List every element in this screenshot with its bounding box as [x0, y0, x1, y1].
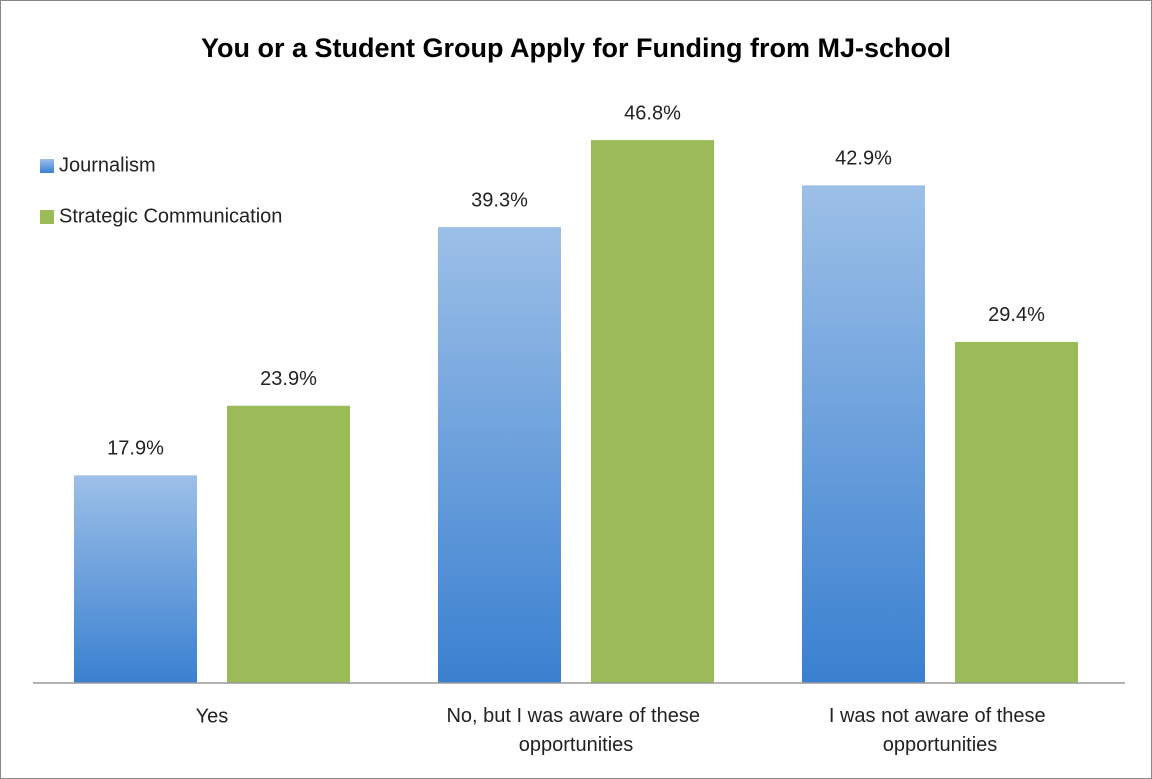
bar [591, 140, 714, 683]
bar [438, 227, 561, 683]
chart-title: You or a Student Group Apply for Funding… [201, 33, 951, 63]
data-label: 29.4% [988, 304, 1045, 326]
bar [227, 405, 350, 683]
data-label: 39.3% [471, 189, 528, 211]
bar [802, 185, 925, 684]
data-label: 46.8% [624, 102, 681, 124]
x-tick-label: No, but I was aware of these opportuniti… [446, 705, 705, 756]
x-tick-label: I was not aware of these opportunities [829, 705, 1051, 756]
legend-swatch [40, 159, 54, 173]
bar [74, 475, 197, 683]
data-label: 17.9% [107, 438, 164, 460]
bar [955, 341, 1078, 683]
data-label: 23.9% [260, 368, 317, 390]
legend-swatch [40, 210, 54, 224]
legend-label: Strategic Communication [59, 205, 282, 227]
data-label: 42.9% [835, 148, 892, 170]
legend-label: Journalism [59, 154, 156, 176]
x-tick-label: Yes [196, 705, 229, 727]
